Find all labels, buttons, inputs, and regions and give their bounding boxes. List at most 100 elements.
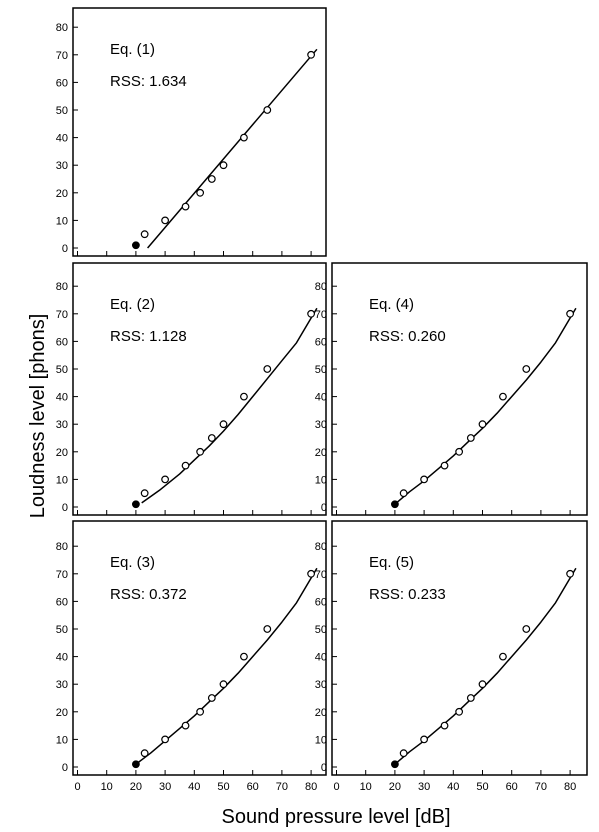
equation-label: Eq. (3) (110, 554, 155, 571)
y-tick-label: 60 (56, 336, 68, 348)
x-tick-label: 80 (564, 781, 576, 793)
y-tick-label: 0 (321, 762, 327, 774)
data-point (307, 309, 316, 318)
y-tick-label: 40 (56, 652, 68, 664)
panels-layer: 0 10 20 30 40 50 60 70 80 Eq. (1) RSS: 1.634 0 10 20 3… (56, 7, 588, 793)
y-tick-label: 0 (62, 762, 68, 774)
y-tick-label: 70 (56, 309, 68, 321)
data-point (161, 475, 170, 484)
data-point-filled (131, 500, 140, 509)
data-point (263, 106, 272, 114)
data-point (240, 392, 248, 401)
y-tick-label: 0 (321, 502, 327, 514)
y-tick-label: 20 (315, 707, 327, 719)
y-tick-label: 50 (56, 624, 68, 636)
data-point (219, 680, 228, 689)
y-tick-label: 70 (56, 569, 68, 581)
x-tick-label: 70 (535, 781, 547, 793)
data-point (181, 461, 190, 470)
data-point (466, 434, 475, 442)
data-point-filled (391, 500, 399, 509)
y-tick-label: 10 (56, 215, 68, 227)
data-point (181, 202, 190, 211)
data-point (499, 652, 507, 661)
equation-label: Eq. (2) (110, 296, 155, 313)
data-point (499, 392, 507, 401)
y-tick-label: 20 (56, 447, 68, 459)
y-tick-label: 30 (56, 679, 68, 691)
data-point (522, 625, 531, 633)
y-tick-label: 30 (56, 419, 68, 431)
panel-eq2: 0 10 20 30 40 50 60 70 80 Eq. (2) RSS: 1.128 (56, 262, 327, 516)
y-tick-label: 50 (315, 364, 327, 376)
panel-eq1: 0 10 20 30 40 50 60 70 80 Eq. (1) RSS: 1.634 (56, 7, 327, 257)
y-tick-label: 30 (315, 679, 327, 691)
data-point (240, 652, 248, 661)
panel-frame (72, 262, 327, 516)
y-tick-label: 50 (315, 624, 327, 636)
x-tick-label: 60 (506, 781, 518, 793)
x-tick-label: 0 (333, 781, 339, 793)
y-tick-label: 40 (315, 652, 327, 664)
y-tick-label: 70 (56, 50, 68, 62)
data-point (196, 188, 205, 197)
x-tick-label: 10 (101, 781, 113, 793)
y-tick-label: 80 (315, 541, 327, 553)
panel-frame (331, 520, 588, 776)
data-point (207, 694, 216, 702)
y-tick-label: 70 (315, 569, 327, 581)
data-point (420, 735, 429, 744)
y-tick-label: 20 (56, 188, 68, 200)
data-point (161, 216, 170, 225)
y-tick-label: 10 (56, 474, 68, 486)
data-point (140, 489, 149, 498)
y-tick-label: 40 (56, 133, 68, 145)
data-point (566, 569, 574, 578)
data-point (263, 625, 272, 633)
y-tick-label: 40 (56, 392, 68, 404)
data-point (566, 309, 574, 318)
rss-label: RSS: 0.260 (369, 328, 446, 345)
panel-eq3: 0 10 20 30 40 50 60 70 80 0 10 20 30 40 50 60 70 80 Eq. (3… (56, 520, 327, 793)
y-tick-label: 0 (62, 243, 68, 255)
rss-label: RSS: 1.128 (110, 328, 187, 345)
data-point (207, 175, 216, 183)
x-axis-title: Sound pressure level [dB] (221, 806, 450, 828)
y-axis-title: Loudness level [phons] (27, 314, 49, 519)
data-point (307, 569, 316, 578)
x-tick-label: 20 (130, 781, 142, 793)
x-tick-label: 20 (389, 781, 401, 793)
data-point (455, 707, 464, 716)
y-tick-label: 10 (56, 734, 68, 746)
y-tick-label: 60 (56, 596, 68, 608)
data-point (263, 365, 272, 373)
data-point (207, 434, 216, 442)
data-point (161, 735, 170, 744)
data-point (140, 749, 149, 758)
x-tick-label: 10 (360, 781, 372, 793)
y-tick-label: 80 (315, 281, 327, 293)
data-point (440, 721, 449, 730)
data-point (240, 133, 248, 142)
x-tick-label: 50 (217, 781, 229, 793)
data-point (399, 489, 408, 498)
y-tick-label: 60 (315, 336, 327, 348)
x-tick-label: 50 (476, 781, 488, 793)
data-point (440, 461, 449, 470)
data-point-filled (131, 760, 140, 769)
data-point (219, 161, 228, 170)
panel-frame (72, 7, 327, 257)
data-point (466, 694, 475, 702)
x-tick-label: 70 (276, 781, 288, 793)
data-point (399, 749, 408, 758)
data-point-filled (391, 760, 399, 769)
data-point (307, 50, 316, 59)
x-tick-label: 60 (247, 781, 259, 793)
y-tick-label: 80 (56, 22, 68, 34)
data-point (196, 447, 205, 456)
x-tick-label: 30 (159, 781, 171, 793)
y-tick-label: 10 (315, 734, 327, 746)
data-point (196, 707, 205, 716)
y-tick-label: 50 (56, 105, 68, 117)
